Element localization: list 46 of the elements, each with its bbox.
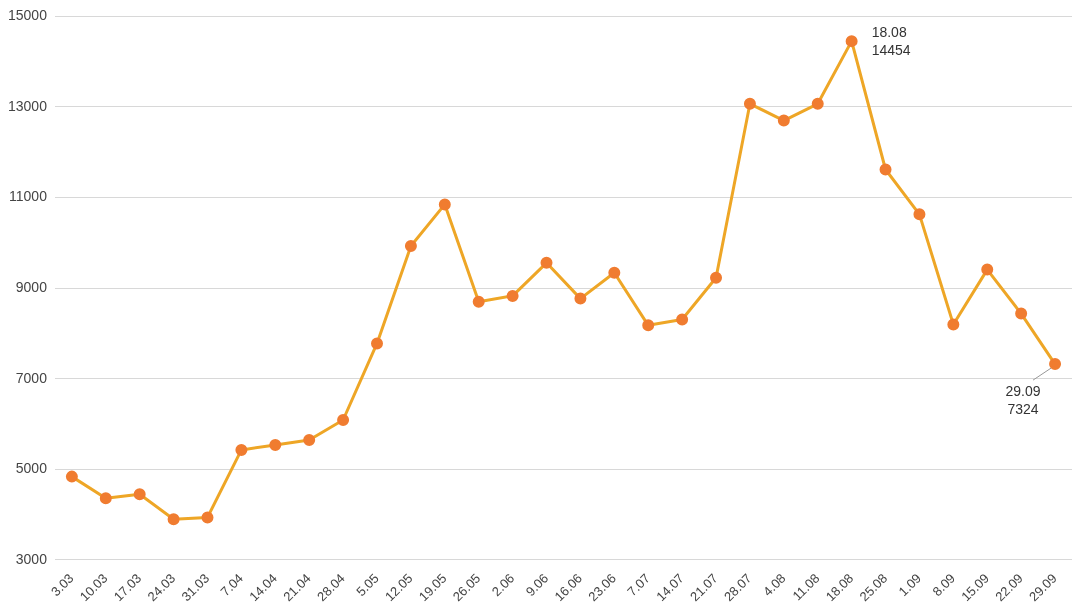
point — [133, 488, 146, 501]
x-tick-label: 4.08 — [759, 570, 789, 600]
x-tick-label: 1.09 — [895, 570, 925, 600]
point — [65, 470, 78, 483]
point — [811, 97, 824, 110]
point — [710, 271, 723, 284]
point — [676, 313, 689, 326]
point — [506, 289, 519, 302]
point — [337, 414, 350, 426]
x-tick-label: 8.09 — [929, 570, 958, 600]
point — [404, 240, 417, 253]
point — [845, 35, 858, 48]
annotation: 29.09 7324 — [1005, 383, 1041, 418]
y-tick-label: 11000 — [9, 188, 48, 205]
y-tick-label: 7000 — [15, 369, 48, 386]
x-tick-label: 7.07 — [624, 570, 653, 600]
point — [235, 443, 248, 456]
point — [1015, 307, 1028, 320]
point — [879, 163, 892, 176]
y-tick-label: 5000 — [15, 460, 48, 477]
y-tick-label: 9000 — [15, 279, 48, 296]
point — [371, 337, 383, 350]
point — [642, 319, 655, 332]
point — [1049, 358, 1062, 371]
point — [201, 511, 214, 524]
y-tick-label: 3000 — [15, 550, 48, 567]
point — [472, 295, 485, 308]
point — [608, 266, 621, 279]
point — [167, 513, 180, 526]
y-tick-label: 13000 — [7, 97, 48, 114]
x-tick-label: 3.03 — [48, 570, 77, 600]
point — [947, 318, 960, 331]
point — [777, 114, 790, 127]
point — [303, 433, 316, 446]
point — [743, 97, 756, 110]
point — [269, 438, 282, 451]
point — [438, 198, 451, 211]
annotation: 18.08 14454 — [871, 24, 911, 59]
point — [981, 263, 994, 276]
point — [540, 256, 553, 269]
x-tick-label: 7.04 — [217, 570, 247, 600]
y-tick-label: 15000 — [7, 7, 48, 24]
point — [913, 208, 926, 221]
point — [574, 292, 587, 305]
point — [99, 492, 112, 505]
x-tick-label: 9.06 — [522, 570, 552, 600]
